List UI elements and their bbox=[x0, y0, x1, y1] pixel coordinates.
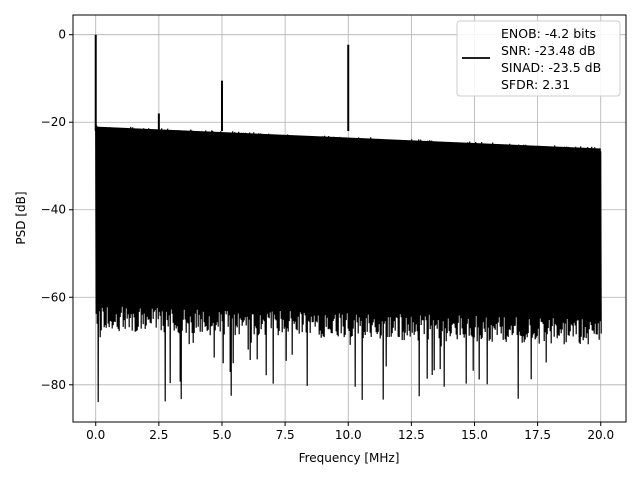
legend-sfdr: SFDR: 2.31 bbox=[501, 77, 570, 92]
x-tick-label: 7.5 bbox=[276, 428, 295, 442]
y-tick-label: −60 bbox=[41, 290, 66, 304]
psd-noise-floor-core bbox=[95, 126, 601, 307]
y-ticks: 0 −20 −40 −60 −80 bbox=[41, 28, 73, 392]
y-tick-label: −40 bbox=[41, 203, 66, 217]
axes-frame bbox=[72, 14, 627, 423]
y-tick-label: −80 bbox=[41, 378, 66, 392]
x-tick-label: 17.5 bbox=[524, 428, 551, 442]
x-tick-label: 2.5 bbox=[149, 428, 168, 442]
legend-sinad: SINAD: -23.5 dB bbox=[501, 60, 601, 75]
plot-series bbox=[94, 34, 602, 403]
y-tick-label: −20 bbox=[41, 115, 66, 129]
x-tick-label: 5.0 bbox=[212, 428, 231, 442]
x-ticks: 0.0 2.5 5.0 7.5 10.0 12.5 15.0 17.5 20.0 bbox=[86, 422, 614, 442]
y-axis-label: PSD [dB] bbox=[14, 191, 28, 244]
x-tick-label: 0.0 bbox=[86, 428, 105, 442]
legend: ENOB: -4.2 bits SNR: -23.48 dB SINAD: -2… bbox=[456, 20, 621, 97]
legend-box bbox=[456, 20, 621, 97]
x-tick-label: 20.0 bbox=[587, 428, 614, 442]
x-axis-label: Frequency [MHz] bbox=[299, 451, 400, 465]
x-tick-label: 15.0 bbox=[461, 428, 488, 442]
y-tick-label: 0 bbox=[58, 28, 66, 42]
x-tick-label: 10.0 bbox=[335, 428, 362, 442]
x-tick-label: 12.5 bbox=[398, 428, 425, 442]
legend-enob: ENOB: -4.2 bits bbox=[501, 26, 596, 41]
legend-snr: SNR: -23.48 dB bbox=[501, 43, 596, 58]
